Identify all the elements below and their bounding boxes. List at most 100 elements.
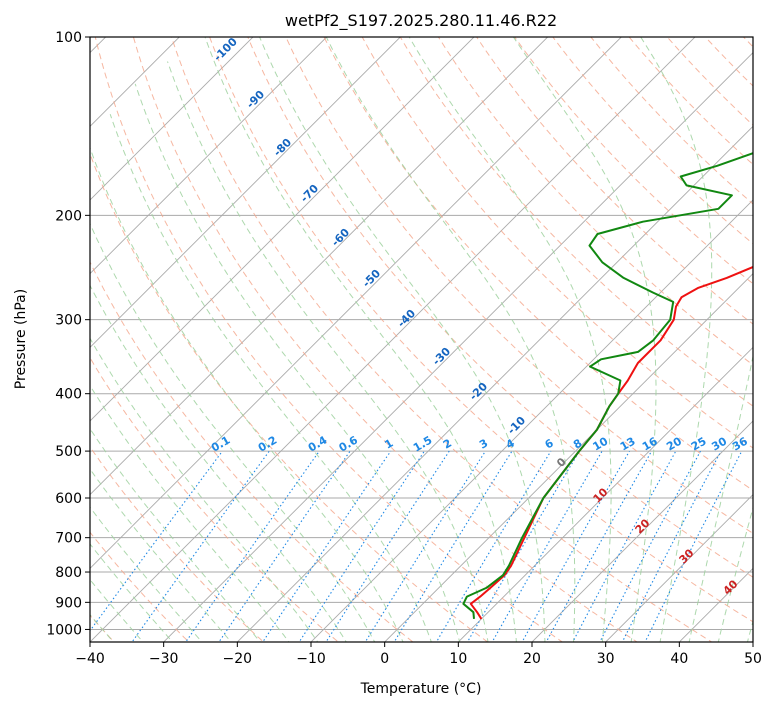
dry-adiabat-label: -40 <box>395 307 418 330</box>
moist-adiabat-line <box>109 114 432 642</box>
isotherm-line <box>384 273 753 642</box>
dry-adiabat-line <box>209 37 753 623</box>
isotherm-line <box>90 37 254 201</box>
moist-adiabat-label: 40 <box>721 577 741 597</box>
chart-title: wetPf2_S197.2025.280.11.46.R22 <box>285 11 557 31</box>
dry-adiabat-label: -100 <box>211 35 240 64</box>
y-tick-label: 100 <box>55 30 82 46</box>
moist-adiabat-line <box>0 374 4 654</box>
mixing-ratio-line <box>572 450 677 642</box>
mixing-ratio-line <box>218 450 351 642</box>
mixing-ratio-label: 4 <box>504 436 517 451</box>
dry-adiabat-label: -20 <box>467 380 490 403</box>
isotherm-line <box>163 52 753 642</box>
isotherm-line <box>90 37 622 569</box>
mixing-ratio-line <box>262 450 392 642</box>
moist-adiabat-line <box>90 146 404 642</box>
isotherm-line <box>605 494 753 642</box>
y-tick-label: 300 <box>55 313 82 329</box>
x-tick-label: 30 <box>597 651 615 667</box>
dry-adiabat-line <box>769 24 775 654</box>
line-labels: -100-90-80-70-60-50-40-30-20-100.1 0.2 0.4… <box>209 35 750 598</box>
dry-adiabat-line <box>285 37 753 535</box>
moist-adiabat-line <box>90 337 319 642</box>
background-lines <box>0 24 775 654</box>
isotherm-line <box>90 37 475 422</box>
mixing-ratio-line <box>131 450 270 642</box>
x-tick-label: −10 <box>296 651 326 667</box>
y-tick-label: 600 <box>55 491 82 507</box>
moist-adiabat-line <box>688 353 753 642</box>
isotherm-line <box>90 37 401 348</box>
isotherm-line <box>531 420 753 642</box>
dry-adiabat-label: -80 <box>271 136 294 159</box>
mixing-ratio-line <box>298 450 425 642</box>
isotherm-line <box>90 37 696 642</box>
x-tick-label: −20 <box>223 651 253 667</box>
y-tick-label: 700 <box>55 531 82 547</box>
x-tick-label: 50 <box>744 651 762 667</box>
mixing-ratio-label: 3 <box>477 437 490 452</box>
moist-adiabat-line <box>512 37 657 642</box>
mixing-ratio-line <box>545 450 653 642</box>
dry-adiabat-line <box>437 37 753 366</box>
dry-adiabat-line <box>90 446 265 642</box>
dry-adiabat-line <box>361 37 753 449</box>
x-tick-label: 20 <box>523 651 541 667</box>
dry-adiabat-line <box>247 37 753 578</box>
mixing-ratio-line <box>325 450 450 642</box>
mixing-ratio-line <box>599 450 701 642</box>
moist-adiabat-line <box>90 384 290 642</box>
moist-adiabat-line <box>408 37 612 642</box>
dry-adiabat-line <box>170 37 713 642</box>
dry-adiabat-line <box>94 37 564 642</box>
moist-adiabat-line <box>640 37 713 642</box>
mixing-ratio-line <box>364 450 486 642</box>
mixing-ratio-line <box>90 450 223 632</box>
moist-adiabat-line <box>90 427 261 642</box>
x-axis-title: Temperature (°C) <box>360 681 482 697</box>
dry-adiabat-line <box>90 531 190 642</box>
dry-adiabat-line <box>399 37 753 407</box>
dry-adiabat-line <box>132 37 638 642</box>
mixing-ratio-label: 2 <box>441 437 454 452</box>
moist-adiabat-label: 30 <box>677 546 697 566</box>
x-tick-label: 40 <box>670 651 688 667</box>
dry-adiabat-label: -10 <box>505 414 528 437</box>
moist-adiabat-line <box>0 356 34 654</box>
dry-adiabat-line <box>323 37 753 491</box>
dry-adiabat-line <box>90 152 489 642</box>
mixing-ratio-label: 6 <box>543 436 556 451</box>
dry-adiabat-label: -60 <box>329 226 352 249</box>
mixing-ratio-line <box>185 450 320 642</box>
moist-adiabat-line <box>259 37 546 642</box>
y-axis-title: Pressure (hPa) <box>13 289 29 389</box>
axes: −40 −30 −20 −10 0 10 20 30 40 50 1000 900 800 700 600 5… <box>46 30 762 667</box>
temperature-profile-line <box>469 265 753 620</box>
dry-adiabat-line <box>552 37 753 245</box>
y-tick-label: 500 <box>55 444 82 460</box>
dry-adiabat-line <box>666 37 753 126</box>
x-tick-label: 10 <box>449 651 467 667</box>
y-tick-label: 800 <box>55 565 82 581</box>
moist-adiabat-line <box>167 61 489 642</box>
dry-adiabat-line <box>628 37 753 166</box>
mixing-ratio-line <box>491 450 603 642</box>
dry-adiabat-label: -30 <box>430 345 453 368</box>
profile-series <box>462 152 753 620</box>
mixing-ratio-line <box>621 450 722 642</box>
moist-adiabat-line <box>325 37 576 642</box>
isotherm-line <box>90 37 549 496</box>
dry-adiabat-line <box>704 37 753 87</box>
dewpoint-profile-line <box>462 152 753 619</box>
y-tick-label: 900 <box>55 595 82 611</box>
moist-adiabat-line <box>746 619 753 642</box>
moist-adiabat-label: 10 <box>591 485 611 505</box>
moist-adiabat-line <box>90 468 232 642</box>
y-tick-label: 400 <box>55 387 82 403</box>
dry-adiabat-label: -50 <box>360 267 383 290</box>
plot-frame <box>89 36 754 643</box>
moist-adiabat-line <box>90 506 203 642</box>
moist-adiabat-line <box>717 505 753 642</box>
